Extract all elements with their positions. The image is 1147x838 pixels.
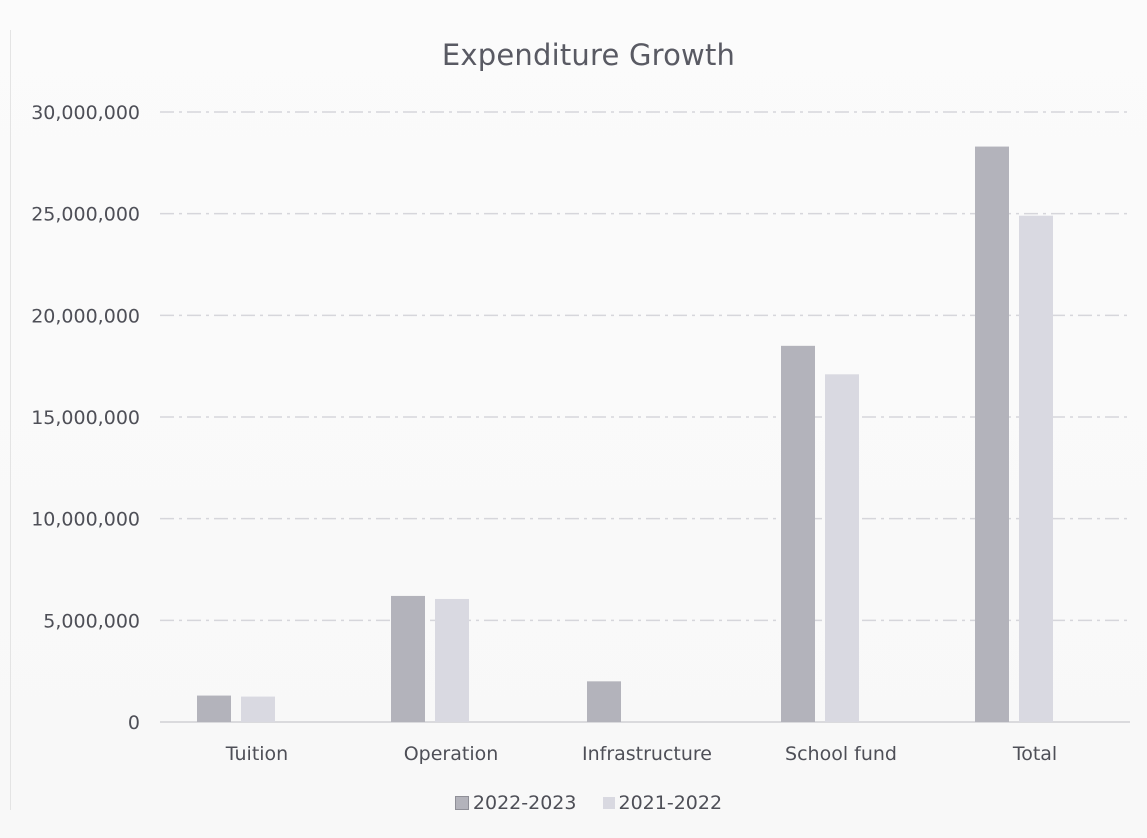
bar-series-1: [391, 595, 425, 722]
legend-swatch-series-1: [454, 796, 469, 810]
x-category-label: Operation: [404, 743, 499, 765]
y-tick-label: 30,000,000: [31, 102, 140, 124]
y-tick-label: 0: [128, 712, 140, 734]
legend-item-series-1: 2022-2023: [454, 792, 577, 814]
x-category-label: Tuition: [225, 743, 288, 765]
bar-series-1: [975, 146, 1009, 723]
y-tick-label: 15,000,000: [31, 407, 140, 429]
legend-swatch-series-2: [602, 797, 615, 809]
bar-series-2: [825, 374, 859, 722]
y-tick-label: 5,000,000: [43, 610, 140, 632]
legend-item-series-2: 2021-2022: [602, 792, 723, 814]
bar-series-2: [435, 598, 469, 722]
scan-edge-line: [10, 30, 11, 810]
bar-series-1: [587, 681, 621, 722]
legend: 2022-2023 2021-2022: [0, 792, 1147, 814]
bar-series-2: [1019, 215, 1053, 722]
x-category-label: Infrastructure: [582, 743, 712, 765]
legend-label-series-2: 2021-2022: [618, 792, 723, 814]
bar-series-1: [781, 345, 815, 722]
y-tick-label: 20,000,000: [31, 305, 140, 327]
chart-title: Expenditure Growth: [441, 38, 736, 72]
bar-series-2: [241, 696, 275, 722]
legend-label-series-1: 2022-2023: [472, 792, 577, 814]
y-tick-label: 25,000,000: [31, 204, 140, 226]
y-tick-label: 10,000,000: [31, 509, 140, 531]
x-category-label: School fund: [785, 743, 897, 765]
bar-series-1: [197, 695, 231, 722]
x-category-label: Total: [1012, 743, 1057, 765]
